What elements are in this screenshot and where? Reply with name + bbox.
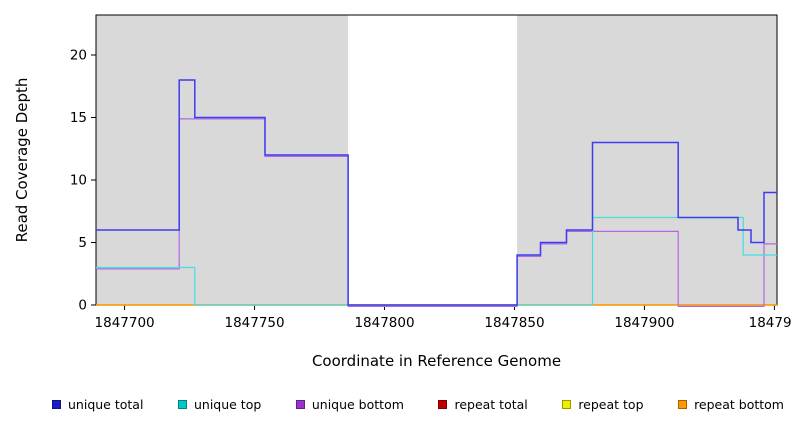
legend-label: repeat bottom [694,397,784,412]
y-tick-label: 10 [70,173,87,189]
x-tick-label: 1847800 [354,315,414,331]
legend-item-unique-total: unique total [52,397,143,412]
unique-top-line [96,216,777,306]
repeat-total-swatch-icon [438,400,448,409]
legend-label: unique total [68,397,144,412]
unique-total-swatch-icon [52,400,61,409]
repeat-top-swatch-icon [562,400,572,409]
legend-item-repeat-top: repeat top [562,397,644,412]
x-tick-label: 1847700 [95,315,155,331]
coverage-plot: 1847700 1847750 1847800 1847850 1847900 18479… [70,14,792,331]
y-tick-label: 20 [70,48,87,64]
shaded-region [517,15,777,305]
unique-total-line [96,79,777,306]
y-tick-label: 0 [78,298,87,314]
x-tick-label: 184795 [749,315,792,331]
x-tick-label: 1847750 [224,315,284,331]
legend-item-repeat-total: repeat total [438,397,528,412]
y-tick-label: 15 [70,110,87,126]
unique-bottom-line [96,118,777,307]
x-axis-title: Coordinate in Reference Genome [311,352,562,370]
legend-label: unique top [193,397,262,412]
shaded-region [96,15,349,305]
y-tick-label: 5 [78,235,87,251]
legend-label: repeat top [578,397,644,412]
y-axis-title: Read Coverage Depth [13,77,31,243]
x-tick-label: 1847900 [614,315,674,331]
legend-item-unique-top: unique top [177,397,262,412]
unique-bottom-swatch-icon [295,400,305,409]
x-tick-label: 1847850 [484,315,544,331]
legend-item-repeat-bottom: repeat bottom [678,397,784,412]
repeat-bottom-swatch-icon [678,400,688,409]
legend-label: repeat total [454,397,528,412]
unique-top-swatch-icon [177,400,187,409]
legend-label: unique bottom [311,397,404,412]
legend: unique total unique top unique bottom re… [52,397,784,412]
legend-item-unique-bottom: unique bottom [295,397,404,412]
